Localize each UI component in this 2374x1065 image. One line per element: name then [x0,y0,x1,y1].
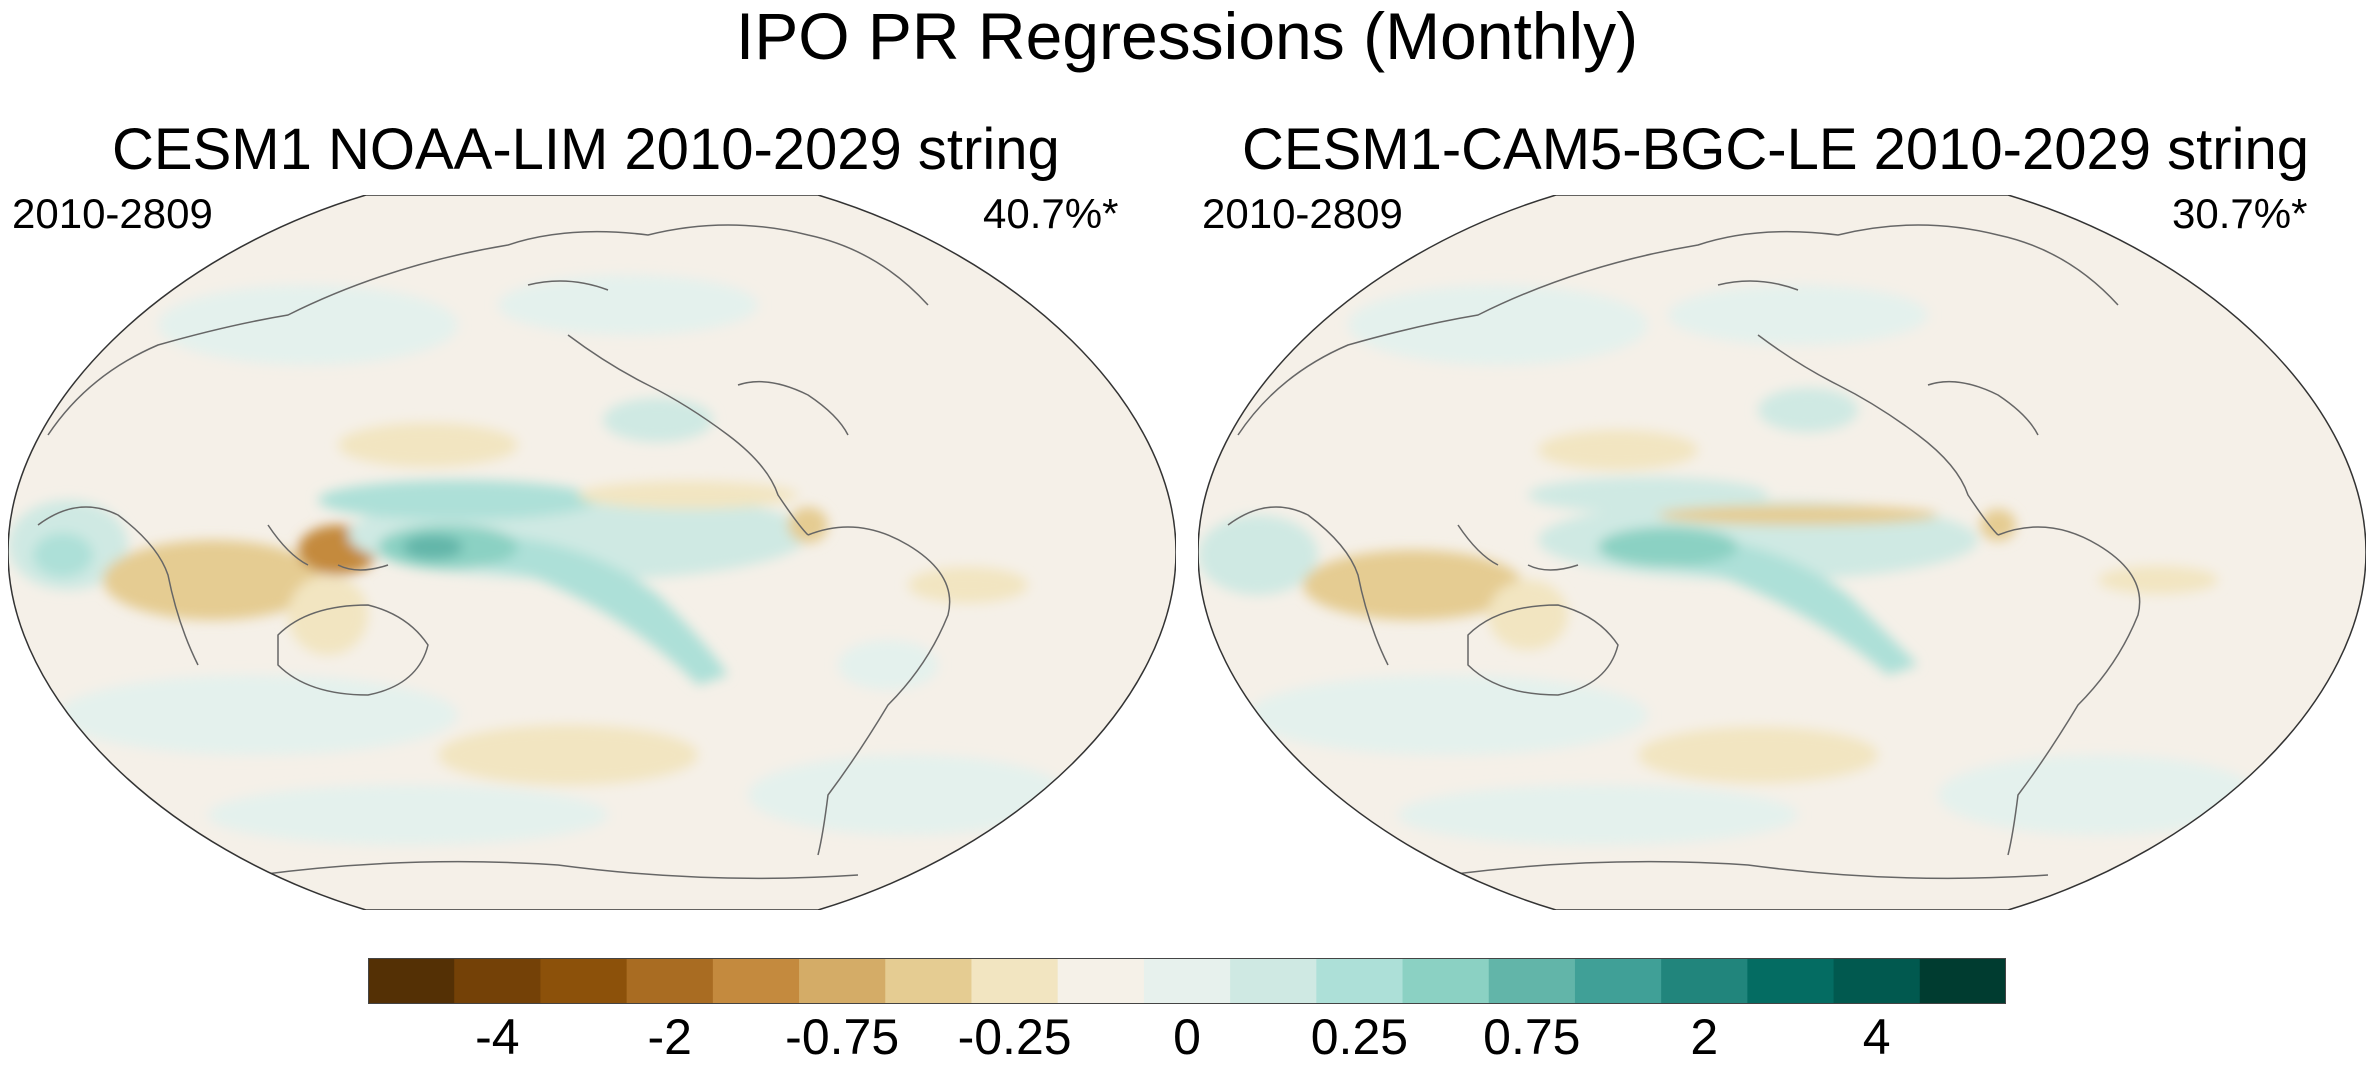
map-border [8,195,1176,910]
panel-1-percent: 40.7%* [983,190,1119,237]
figure-title: IPO PR Regressions (Monthly) [735,0,1639,73]
colorbar-tick-label: 4 [1862,1009,1891,1065]
panel-2-period: 2010-2809 [1202,190,1403,237]
panel-1-title: CESM1 NOAA-LIM 2010-2029 string [112,117,1060,182]
colorbar-swatch [1316,958,1404,1004]
panel-2-title: CESM1-CAM5-BGC-LE 2010-2029 string [1242,117,2309,182]
colorbar-tick-label: 0 [1173,1009,1201,1065]
colorbar-tick-label: 0.25 [1310,1009,1409,1065]
colorbar-swatch [1919,958,2006,1004]
precip-anomaly-field [8,275,1068,845]
panel-1-period: 2010-2809 [12,190,213,237]
map-border [1198,195,2366,910]
colorbar-swatch [1488,958,1576,1004]
colorbar [368,958,2006,1004]
colorbar-swatch [885,958,972,1004]
colorbar-swatch [1143,958,1231,1004]
colorbar-swatch [1230,958,1317,1004]
colorbar-swatch [1402,958,1490,1004]
colorbar-swatch [712,958,800,1004]
colorbar-swatch [1747,958,1835,1004]
coastlines [37,224,951,880]
panel-1-map [8,195,1176,910]
colorbar-tick-label: 2 [1690,1009,1719,1065]
colorbar-swatch [454,958,541,1004]
panel-2-map [1198,195,2366,910]
colorbar-swatch [626,958,714,1004]
colorbar-swatch [1833,958,1921,1004]
colorbar-swatch [368,958,455,1004]
colorbar-swatch [1574,958,1662,1004]
colorbar-tick-label: 0.75 [1483,1009,1581,1065]
panel-2-percent: 30.7%* [2172,190,2308,237]
colorbar-border [368,958,2006,1004]
colorbar-tick-label: -4 [475,1009,520,1065]
colorbar-swatch [799,958,886,1004]
colorbar-tick-label: -2 [647,1009,692,1065]
coastlines [1227,224,2141,880]
colorbar-tick-label: -0.75 [785,1009,900,1065]
colorbar-tick-label: -0.25 [957,1009,1072,1065]
colorbar-swatch [1057,958,1145,1004]
colorbar-swatch [971,958,1059,1004]
colorbar-swatch [540,958,628,1004]
colorbar-swatch [1661,958,1748,1004]
